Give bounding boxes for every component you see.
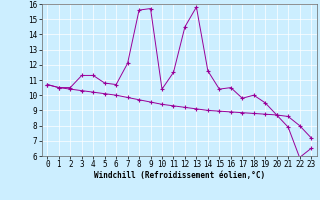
X-axis label: Windchill (Refroidissement éolien,°C): Windchill (Refroidissement éolien,°C) <box>94 171 265 180</box>
